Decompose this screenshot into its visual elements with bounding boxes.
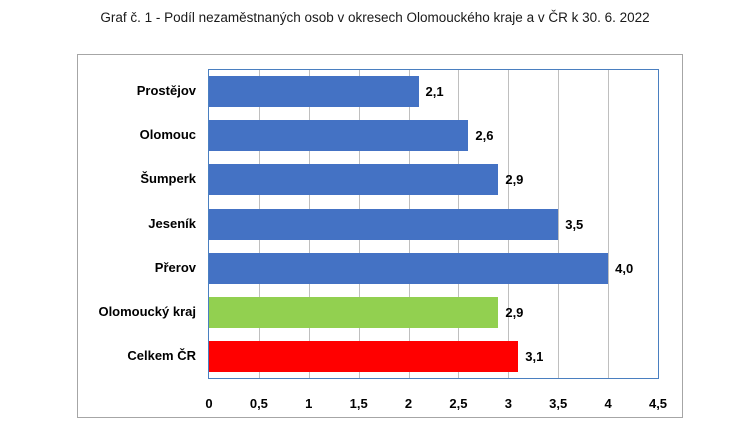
data-label: 2,9: [505, 172, 524, 188]
x-tick-label: 0: [205, 396, 213, 411]
gridline: [558, 70, 560, 378]
x-tick-label: 4: [604, 396, 612, 411]
x-tick-label: 4,5: [648, 396, 668, 411]
x-tick-label: 2,5: [449, 396, 468, 411]
category-label: Šumperk: [140, 171, 196, 187]
category-label: Celkem ČR: [127, 348, 196, 364]
bar: [209, 252, 609, 284]
category-label: Přerov: [154, 259, 196, 275]
bar: [209, 164, 499, 196]
x-tick-label: 3,5: [549, 396, 568, 411]
plot-area: 2,1 2,6 2,9 3,5 4,0 2,9 3,1: [208, 69, 659, 379]
x-tick-label: 1: [305, 396, 313, 411]
x-tick-label: 3: [504, 396, 512, 411]
bar: [209, 341, 519, 373]
bar: [209, 75, 419, 107]
category-label: Olomoucký kraj: [98, 304, 196, 320]
category-label: Prostějov: [136, 82, 196, 98]
category-axis: Prostějov Olomouc Šumperk Jeseník Přerov Olom…: [0, 69, 196, 379]
category-label: Jeseník: [148, 215, 196, 231]
x-tick-label: 2: [404, 396, 413, 411]
data-label: 2,6: [475, 127, 494, 143]
x-tick-label: 0,5: [249, 396, 268, 411]
bar: [209, 297, 499, 329]
data-label: 2,1: [425, 83, 444, 99]
data-label: 4,0: [615, 260, 634, 276]
bar: [209, 119, 469, 151]
data-label: 2,9: [505, 305, 524, 321]
gridline: [608, 70, 610, 378]
category-label: Olomouc: [139, 126, 196, 142]
bar: [209, 208, 559, 240]
x-tick-label: 1,5: [349, 396, 368, 411]
data-label: 3,1: [525, 349, 544, 365]
data-label: 3,5: [565, 216, 584, 232]
chart-title: Graf č. 1 - Podíl nezaměstnaných osob v …: [100, 10, 650, 25]
